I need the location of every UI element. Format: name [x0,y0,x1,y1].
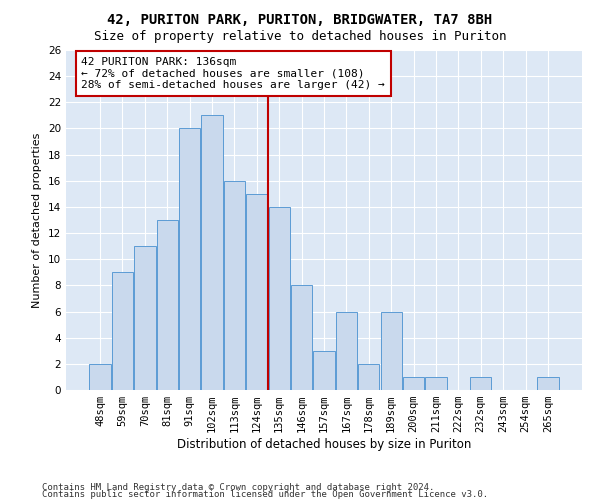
Bar [380,312,402,390]
Text: Contains public sector information licensed under the Open Government Licence v3: Contains public sector information licen… [42,490,488,499]
Bar [336,312,357,390]
Bar [313,351,335,390]
Bar [425,377,446,390]
Bar [89,364,111,390]
Bar [269,207,290,390]
Bar [358,364,379,390]
Y-axis label: Number of detached properties: Number of detached properties [32,132,43,308]
Bar [112,272,133,390]
Text: Size of property relative to detached houses in Puriton: Size of property relative to detached ho… [94,30,506,43]
Bar [157,220,178,390]
Bar [134,246,155,390]
Bar [179,128,200,390]
Bar [224,181,245,390]
Bar [291,286,312,390]
Bar [537,377,559,390]
Bar [403,377,424,390]
X-axis label: Distribution of detached houses by size in Puriton: Distribution of detached houses by size … [177,438,471,451]
Bar [246,194,268,390]
Text: Contains HM Land Registry data © Crown copyright and database right 2024.: Contains HM Land Registry data © Crown c… [42,484,434,492]
Bar [470,377,491,390]
Text: 42 PURITON PARK: 136sqm
← 72% of detached houses are smaller (108)
28% of semi-d: 42 PURITON PARK: 136sqm ← 72% of detache… [82,57,385,90]
Text: 42, PURITON PARK, PURITON, BRIDGWATER, TA7 8BH: 42, PURITON PARK, PURITON, BRIDGWATER, T… [107,12,493,26]
Bar [202,116,223,390]
